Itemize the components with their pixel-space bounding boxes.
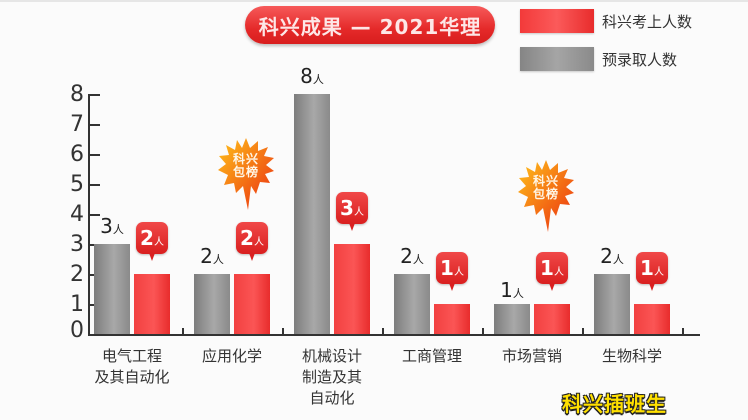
bar-pre-admitted [94, 244, 130, 334]
category-label: 市场营销 [501, 347, 562, 365]
legend-item-pre-admitted: 预录取人数 [520, 42, 692, 76]
y-tick [88, 124, 100, 126]
x-tick [182, 328, 184, 335]
y-tick-label: 1 [70, 292, 84, 317]
bar-pre-admitted [494, 304, 530, 334]
value-bubble-admitted: 2人 [236, 222, 268, 261]
y-tick [88, 154, 100, 156]
top-rank-badge: 科兴 包榜 [518, 160, 574, 232]
x-tick [482, 328, 484, 335]
bar-pre-admitted [294, 94, 330, 334]
value-label-pre-admitted: 8人 [300, 64, 324, 88]
watermark: 科兴插班生 [562, 392, 667, 416]
starburst-icon [218, 138, 274, 210]
x-tick [582, 328, 584, 335]
top-border [0, 0, 748, 2]
y-tick-label: 5 [70, 172, 84, 197]
x-axis [88, 334, 700, 336]
starburst-icon [518, 160, 574, 232]
x-tick [682, 328, 684, 335]
category-label: 工商管理 [401, 347, 462, 365]
value-label-pre-admitted: 2人 [600, 244, 624, 268]
chart-title: 科兴成果 — 2021华理 [245, 6, 495, 44]
bar-pre-admitted [194, 274, 230, 334]
value-label-pre-admitted: 1人 [500, 278, 524, 302]
badge-text: 包榜 [532, 187, 559, 201]
legend-label: 预录取人数 [602, 50, 678, 69]
value-bubble-admitted: 3人 [336, 192, 368, 231]
badge-text: 科兴 [232, 152, 259, 166]
legend: 科兴考上人数 预录取人数 [520, 4, 692, 80]
x-tick [382, 328, 384, 335]
x-tick [282, 328, 284, 335]
value-label-pre-admitted: 2人 [200, 244, 224, 268]
legend-item-admitted: 科兴考上人数 [520, 4, 692, 38]
value-bubble-admitted: 1人 [436, 252, 468, 291]
y-tick [88, 184, 100, 186]
bar-pre-admitted [594, 274, 630, 334]
category-label: 应用化学 [201, 347, 262, 365]
y-tick-label: 2 [70, 262, 84, 287]
legend-swatch-red [520, 9, 594, 33]
top-rank-badge: 科兴 包榜 [218, 138, 274, 210]
bar-admitted [634, 304, 670, 334]
y-tick-label: 3 [70, 232, 84, 257]
y-tick [88, 214, 100, 216]
value-bubble-admitted: 2人 [136, 222, 168, 261]
value-label-pre-admitted: 3人 [100, 214, 124, 238]
bar-admitted [334, 244, 370, 334]
bar-admitted [434, 304, 470, 334]
value-label-pre-admitted: 2人 [400, 244, 424, 268]
y-tick-label: 4 [70, 202, 84, 227]
badge-text: 科兴 [532, 174, 559, 188]
bar-admitted [234, 274, 270, 334]
category-label: 电气工程 及其自动化 [94, 347, 170, 386]
category-label: 生物科学 [601, 347, 662, 365]
y-tick-label: 6 [70, 142, 84, 167]
bar-admitted [134, 274, 170, 334]
legend-swatch-gray [520, 47, 594, 71]
value-bubble-admitted: 1人 [636, 252, 668, 291]
bar-admitted [534, 304, 570, 334]
y-tick-label: 8 [70, 82, 84, 107]
value-bubble-admitted: 1人 [536, 252, 568, 291]
y-tick-label: 7 [70, 112, 84, 137]
badge-text: 包榜 [232, 165, 259, 179]
y-tick [88, 94, 100, 96]
y-tick-label: 0 [70, 318, 84, 343]
legend-label: 科兴考上人数 [602, 12, 693, 31]
bar-pre-admitted [394, 274, 430, 334]
category-label: 机械设计 制造及其 自动化 [301, 347, 362, 407]
